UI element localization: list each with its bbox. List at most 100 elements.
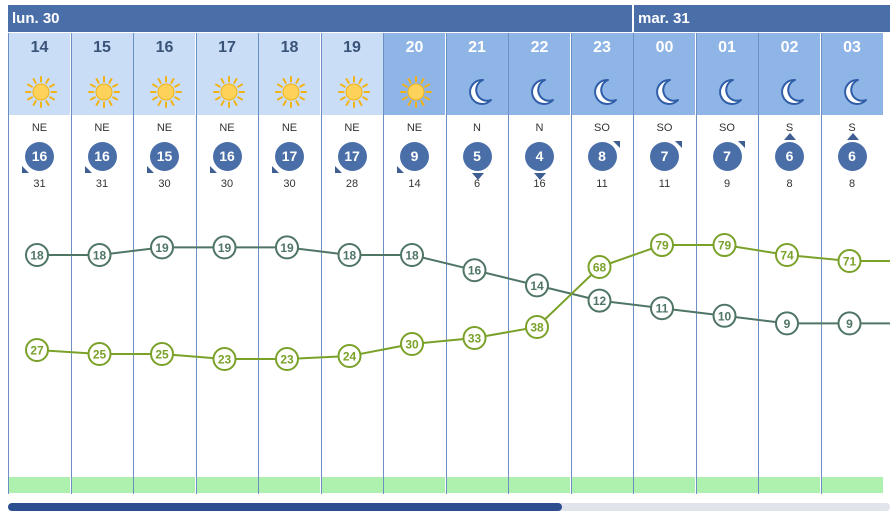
data-point: 79	[712, 233, 737, 257]
hour-label: 20	[405, 39, 424, 56]
wind-gust: 30	[220, 178, 234, 190]
data-point: 9	[837, 311, 862, 336]
wind-direction: NE	[219, 122, 235, 134]
data-point-marker	[587, 255, 612, 279]
wind-direction: N	[473, 122, 481, 134]
sun-icon	[337, 75, 371, 109]
data-point: 25	[150, 342, 174, 366]
precipitation-band	[71, 477, 133, 493]
data-point-marker	[587, 288, 612, 313]
data-label: 19	[280, 241, 294, 255]
wind-direction: NE	[156, 122, 173, 134]
hour-header	[321, 33, 383, 115]
wind-speed-badge: 5	[462, 142, 492, 171]
data-point: 14	[525, 273, 549, 298]
hour-label: 17	[218, 39, 236, 56]
data-label: 10	[718, 309, 732, 323]
wind-gust: 30	[283, 178, 296, 190]
data-point-marker	[275, 235, 299, 260]
data-point: 74	[775, 243, 799, 267]
data-label: 71	[843, 255, 857, 269]
wind-speed-badge: 4	[525, 142, 554, 171]
data-label: 19	[155, 241, 169, 255]
data-point-marker	[275, 347, 299, 371]
data-point: 30	[400, 332, 424, 356]
moon-icon	[587, 75, 621, 109]
data-point: 23	[212, 347, 237, 371]
data-point: 19	[150, 235, 174, 260]
data-point-marker	[400, 332, 424, 356]
sun-icon	[399, 75, 433, 109]
sun-icon	[212, 75, 246, 109]
precipitation-band	[696, 477, 758, 493]
data-point-marker	[462, 258, 487, 283]
wind-direction: NE	[281, 122, 298, 134]
data-point: 18	[87, 243, 112, 267]
horizontal-scrollbar[interactable]	[8, 503, 890, 511]
hour-column: 01 SO 7 9	[695, 33, 758, 494]
wind-gust: 11	[596, 178, 608, 190]
moon-icon	[524, 75, 558, 109]
wind-direction: S	[785, 122, 794, 134]
hour-column: 18 NE 17 30	[258, 33, 320, 494]
data-point-marker	[337, 243, 362, 267]
day-header: lun. 30	[8, 5, 632, 32]
data-label: 9	[846, 317, 853, 331]
hour-label: 00	[655, 39, 674, 56]
sun-icon	[87, 75, 121, 109]
data-label: 18	[405, 249, 419, 263]
wind-gust: 31	[95, 178, 109, 190]
wind-gust: 28	[345, 178, 359, 190]
wind-arrow-icon	[784, 133, 796, 140]
scrollbar-thumb[interactable]	[8, 503, 562, 511]
wind-gust: 11	[658, 178, 671, 190]
data-point: 24	[337, 344, 362, 368]
data-point-marker	[462, 326, 487, 350]
wind-gust: 16	[533, 178, 546, 190]
data-point-marker	[775, 311, 799, 336]
wind-arrow-icon	[147, 166, 154, 173]
hour-label: 23	[593, 39, 611, 56]
data-point-marker	[150, 342, 174, 366]
hour-header	[9, 33, 70, 115]
data-point-marker	[400, 243, 424, 267]
data-label: 38	[530, 321, 544, 335]
precipitation-band	[634, 477, 695, 493]
data-point-marker	[87, 342, 112, 366]
wind-arrow-icon	[534, 173, 546, 180]
wind-direction: N	[535, 122, 544, 134]
data-point: 18	[400, 243, 424, 267]
wind-speed-badge: 17	[337, 142, 367, 171]
wind-direction: NE	[406, 122, 423, 134]
column-divider	[8, 33, 9, 494]
wind-speed-badge: 7	[650, 142, 679, 171]
data-point: 19	[275, 235, 299, 260]
wind-gust: 8	[848, 178, 856, 190]
data-point: 33	[462, 326, 487, 350]
precipitation-band	[134, 477, 195, 493]
data-label: 68	[593, 261, 607, 275]
data-point-marker	[837, 249, 862, 273]
data-point: 12	[587, 288, 612, 313]
hour-label: 19	[343, 39, 361, 56]
data-label: 18	[93, 249, 107, 263]
precipitation-band	[384, 477, 445, 493]
hour-column: 19 NE 17 28	[320, 33, 383, 494]
data-label: 12	[593, 294, 607, 308]
wind-arrow-icon	[334, 166, 342, 173]
hour-header	[196, 33, 258, 115]
data-point: 19	[212, 235, 237, 260]
wind-speed-badge: 6	[775, 142, 804, 171]
data-point: 25	[87, 342, 112, 366]
data-point-marker	[837, 311, 862, 336]
data-point-marker	[775, 243, 799, 267]
data-point-marker	[650, 233, 674, 257]
wind-arrow-icon	[272, 166, 279, 173]
wind-direction: SO	[656, 122, 673, 134]
hour-label: 22	[530, 39, 549, 56]
hour-label: 21	[468, 39, 486, 56]
wind-direction: NE	[94, 122, 110, 134]
hour-column: 17 NE 16 30	[195, 33, 258, 494]
